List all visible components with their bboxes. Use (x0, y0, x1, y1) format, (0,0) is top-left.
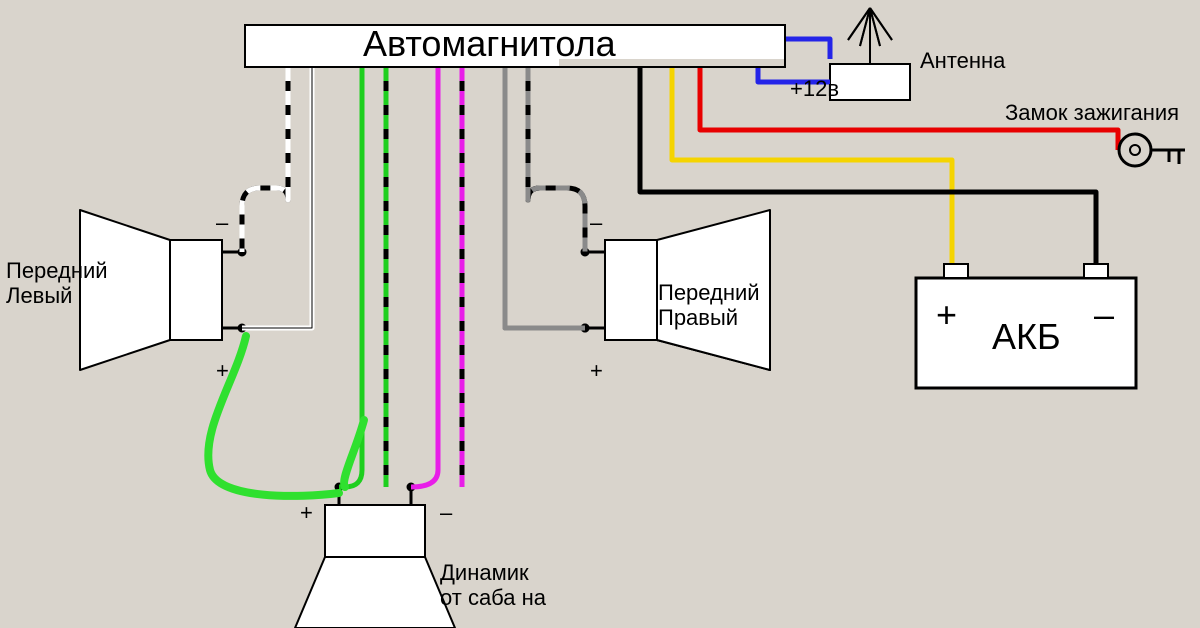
speaker-front_left-label: ПереднийЛевый (6, 258, 108, 309)
head-unit-title: Автомагнитола (363, 23, 616, 64)
head-unit-title-wrap: Автомагнитола (363, 23, 616, 65)
speaker-sub-plus: + (300, 500, 313, 525)
ignition-label: Замок зажигания (1005, 100, 1179, 125)
speaker-sub-minus: – (440, 500, 452, 525)
speaker-front_left-minus: – (216, 210, 228, 235)
battery-label: АКБ (992, 316, 1061, 357)
battery-minus: – (1094, 294, 1114, 335)
speaker-sub-label: Динамикот саба на (440, 560, 546, 611)
plus12v-label: +12в (790, 76, 839, 101)
speaker-front_right-plus: + (590, 358, 603, 383)
speaker-front_left-plus: + (216, 358, 229, 383)
speaker-front_right-minus: – (590, 210, 602, 235)
antenna-label: Антенна (920, 48, 1005, 73)
speaker-front_right-label: ПереднийПравый (658, 280, 760, 331)
battery-plus: + (936, 294, 957, 335)
